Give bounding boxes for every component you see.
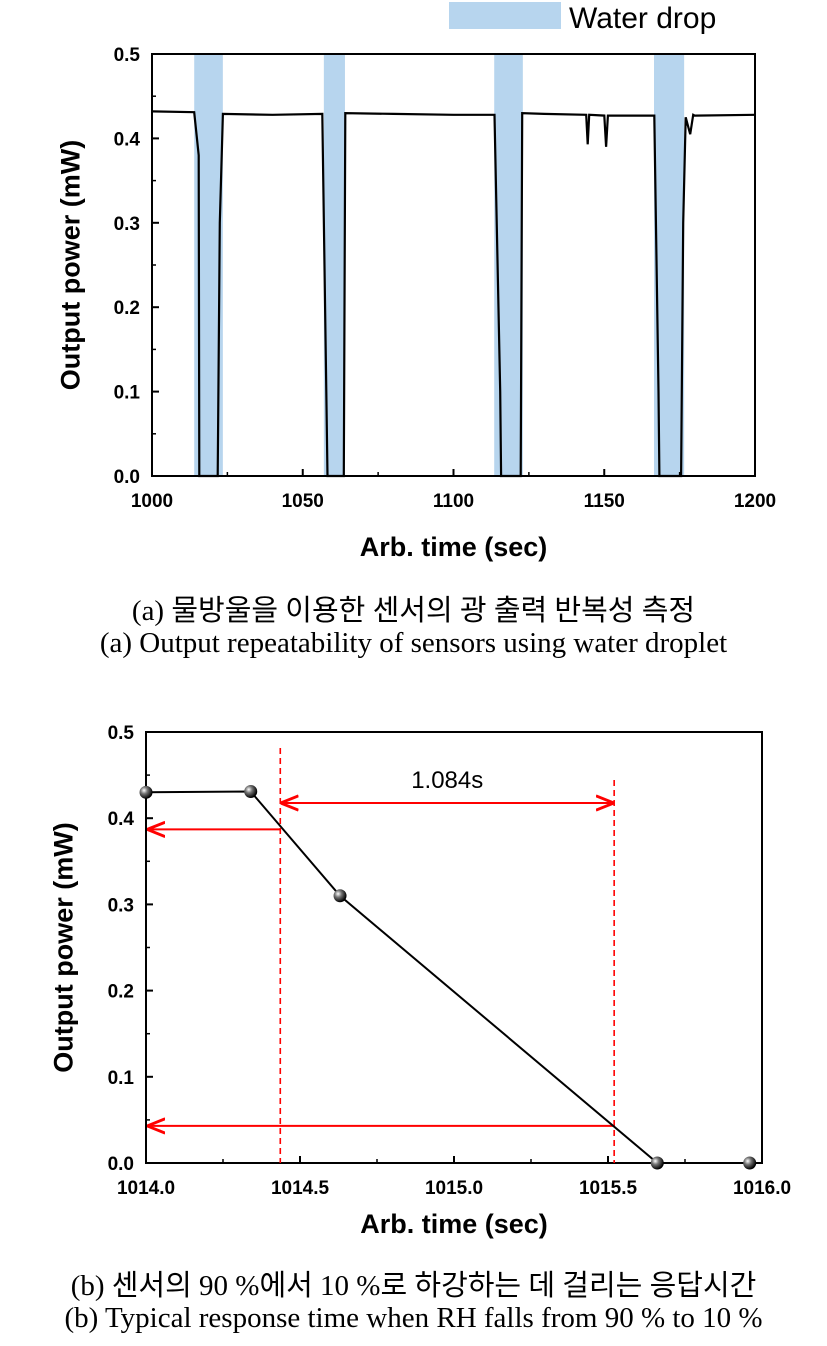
data-point: [650, 1156, 664, 1170]
y-tick-label: 0.2: [108, 982, 134, 1003]
series-line: [151, 110, 756, 478]
y-axis-title: Output power (mW): [48, 822, 78, 1072]
y-axis-title: Output power (mW): [55, 140, 85, 390]
x-tick-label: 1014.5: [271, 1178, 330, 1199]
y-tick-label: 0.1: [114, 383, 141, 404]
x-axis-title: Arb. time (sec): [360, 1209, 548, 1239]
x-tick-label: 1016.0: [733, 1178, 791, 1199]
response-time-label: 1.084s: [411, 767, 483, 794]
water-drop-region: [323, 54, 345, 476]
y-tick-label: 0.3: [114, 214, 140, 235]
water-drop-region: [494, 54, 523, 476]
x-tick-label: 1050: [282, 491, 324, 512]
water-drop-regions: [194, 54, 685, 476]
x-tick-label: 1000: [131, 491, 173, 512]
caption-a-korean: (a) 물방울을 이용한 센서의 광 출력 반복성 측정: [131, 595, 696, 627]
y-tick-label: 0.5: [114, 45, 141, 66]
x-tick-label: 1200: [734, 491, 776, 512]
response-time-annotation: [149, 748, 615, 1163]
data-point: [743, 1156, 757, 1170]
chart-a: 1000 1050 1100 1150 1200 0.0 0.1 0.2 0.3 0.4 0.5 W…: [55, 2, 776, 562]
y-tick-label: 0.0: [108, 1154, 134, 1175]
axes-b: [145, 731, 763, 1164]
x-tick-label: 1015.0: [425, 1178, 483, 1199]
x-tick-label: 1014.0: [117, 1178, 175, 1199]
x-axis-title: Arb. time (sec): [360, 532, 548, 562]
y-tick-label: 0.0: [114, 467, 140, 488]
y-tick-label: 0.4: [114, 129, 141, 150]
chart-b: 1014.0 1014.5 1015.0 1015.5 1016.0 0.0 0.1 0.2 0…: [48, 723, 791, 1239]
data-point: [139, 785, 153, 799]
x-tick-label: 1015.5: [579, 1178, 638, 1199]
b-plot-frame: [145, 731, 763, 1164]
legend-swatch: [449, 2, 561, 29]
data-point: [333, 889, 347, 903]
y-tick-label: 0.3: [108, 895, 134, 916]
y-tick-label: 0.2: [114, 298, 140, 319]
axes-a: [151, 53, 756, 477]
x-tick-label: 1100: [433, 491, 474, 512]
data-point: [244, 784, 258, 798]
series-line: [145, 790, 750, 1164]
caption-a-english: (a) Output repeatability of sensors usin…: [99, 627, 728, 659]
y-tick-label: 0.5: [108, 723, 135, 744]
caption-b-english: (b) Typical response time when RH falls …: [64, 1302, 763, 1334]
y-tick-label: 0.1: [108, 1068, 135, 1089]
y-tick-label: 0.4: [108, 809, 135, 830]
x-tick-label: 1150: [584, 491, 625, 512]
legend-label: Water drop: [569, 2, 716, 35]
caption-b-korean: (b) 센서의 90 %에서 10 %로 하강하는 데 걸리는 응답시간: [70, 1270, 757, 1302]
